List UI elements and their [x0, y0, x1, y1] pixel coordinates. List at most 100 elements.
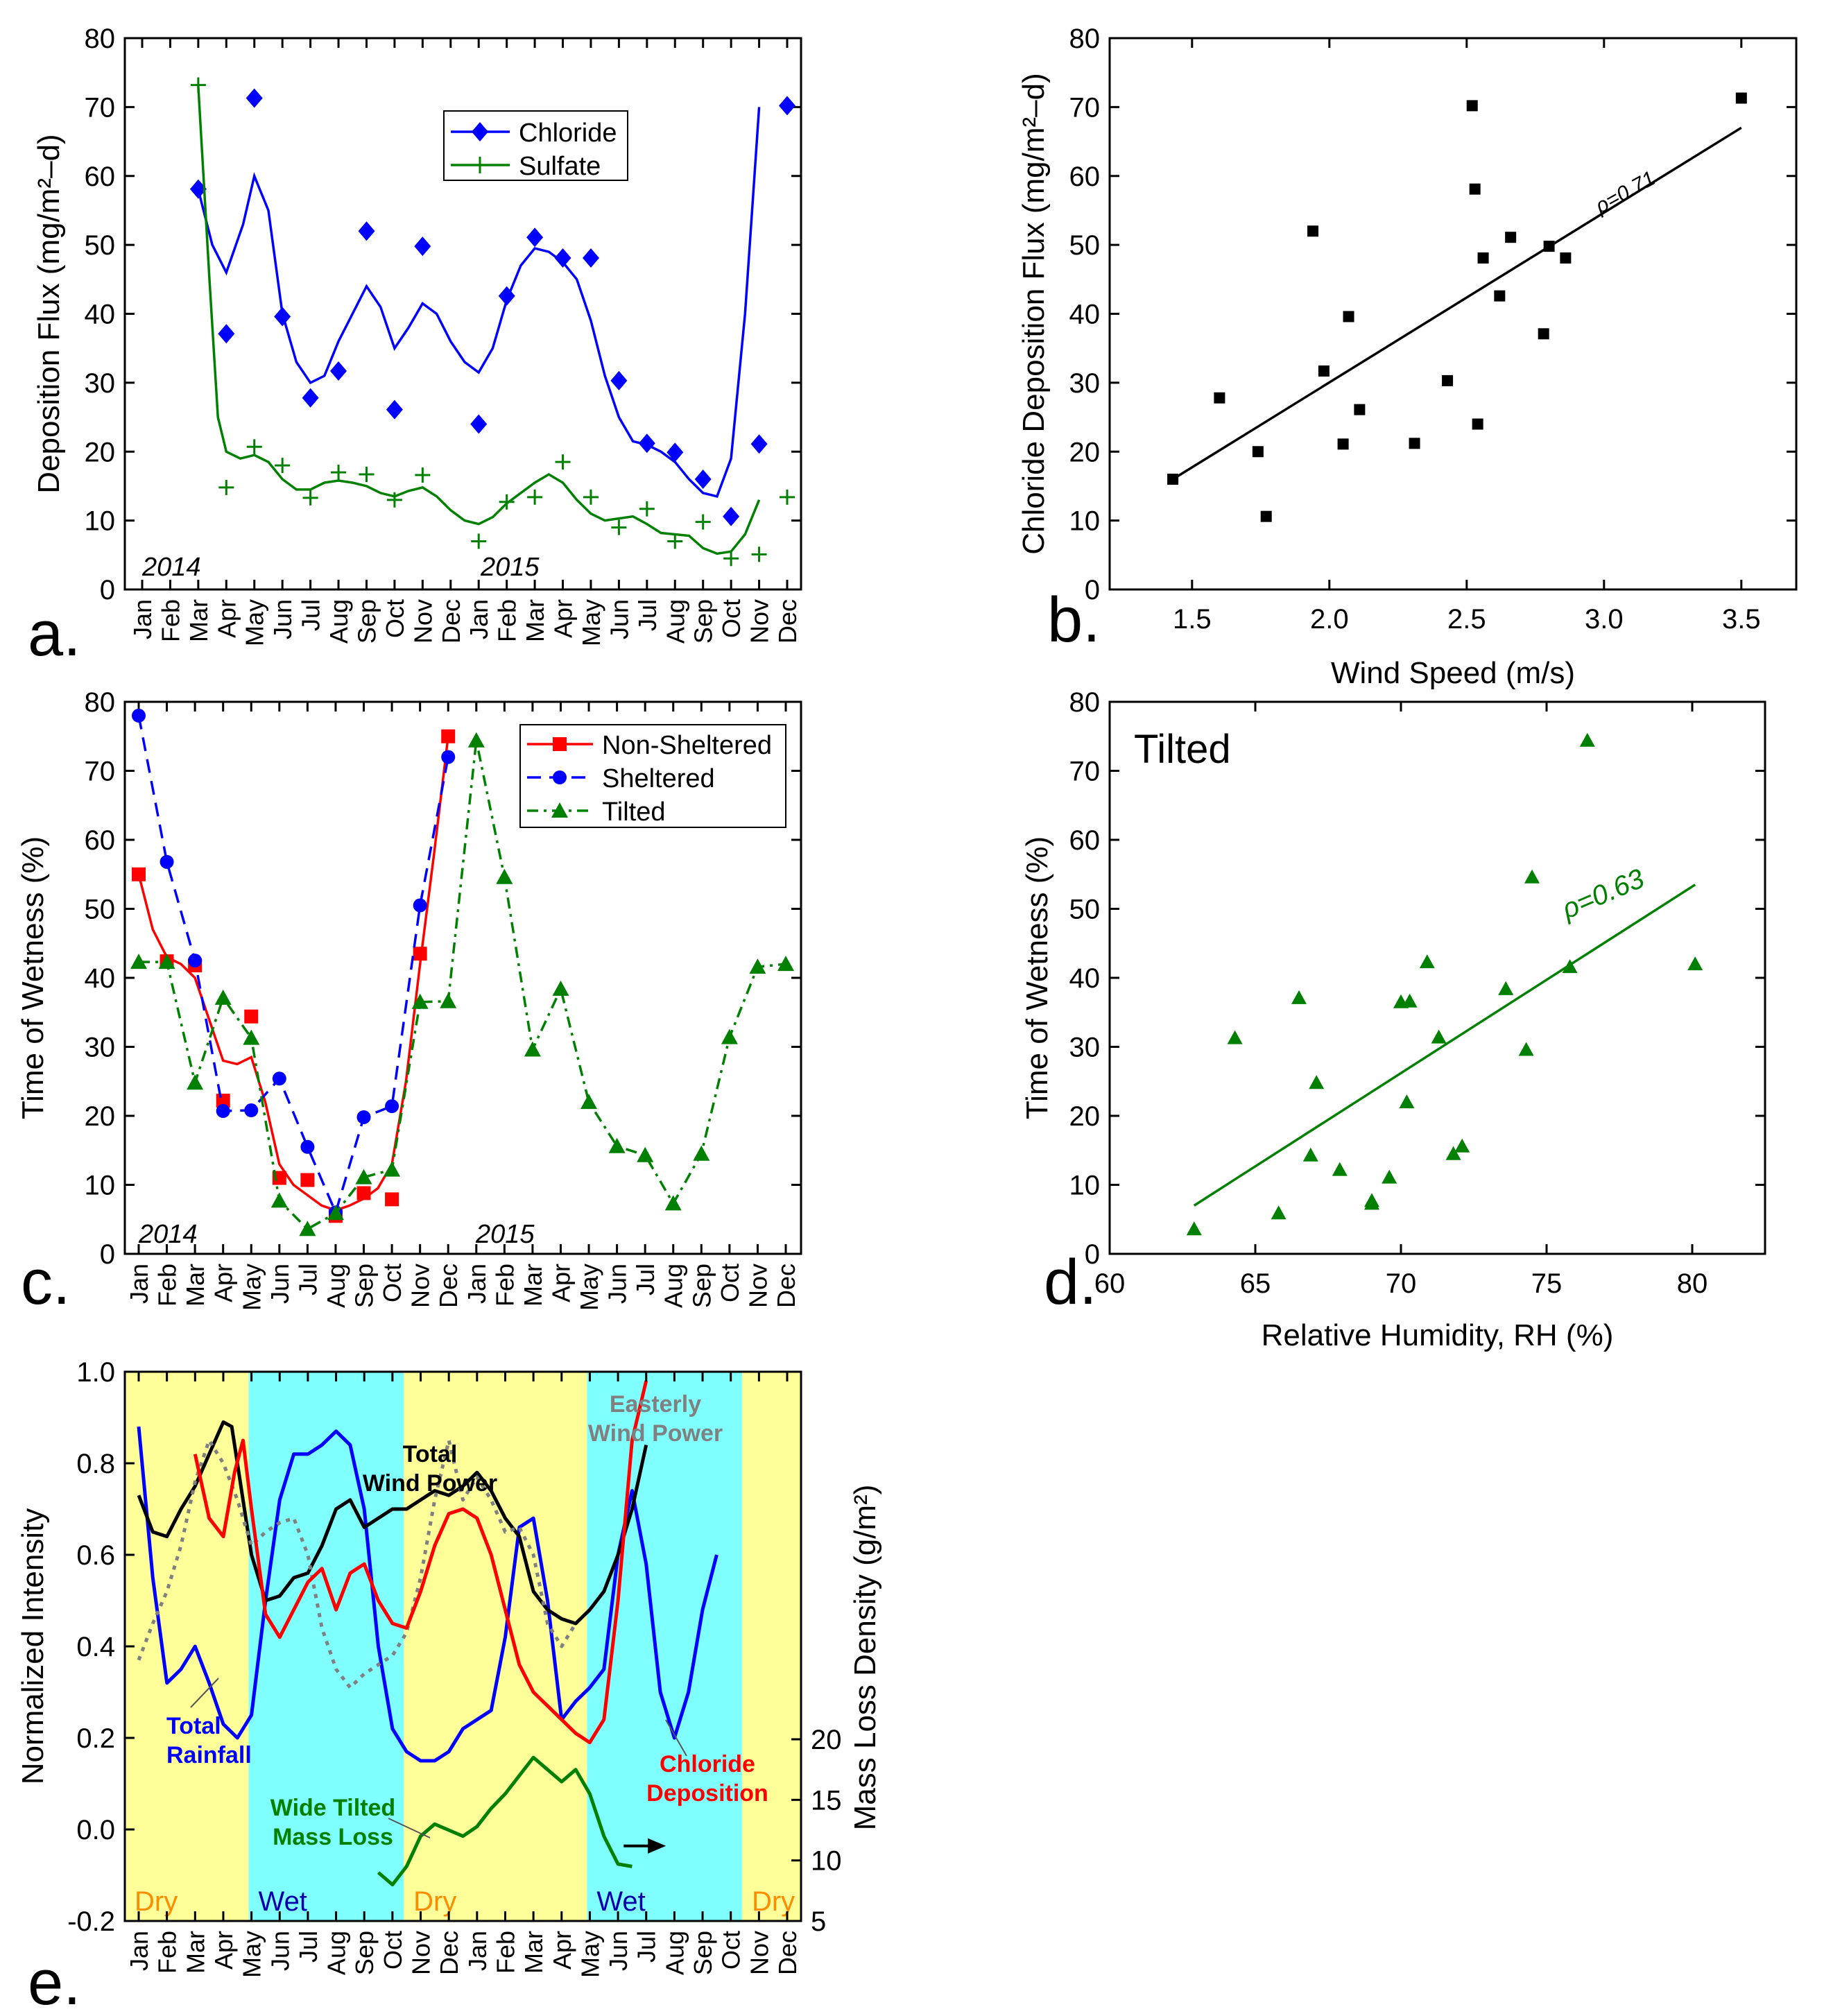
panel-d-ytick-label: 0 [1085, 1239, 1100, 1270]
panel-a-sulfate-point [386, 492, 402, 508]
panel-c-tilted-point [637, 1146, 654, 1162]
panel-e-chloride-deposition-label: Chloride [660, 1751, 755, 1777]
panel-a-legend-marker [472, 157, 488, 173]
panel-c-xtick-label: Oct [716, 1264, 744, 1302]
panel-c-xtick-label: Jan [463, 1264, 491, 1304]
panel-b-fit-line [1172, 126, 1742, 481]
panel-d-point [1687, 956, 1703, 971]
panel-b-ytick-label: 20 [1069, 437, 1101, 467]
panel-e-ylabel: Normalized Intensity [16, 1508, 50, 1785]
panel-e-chloride-deposition-line [193, 1380, 648, 1745]
panel-a-year-mid: 2015 [480, 553, 540, 582]
panel-c-sheltered-line [137, 715, 449, 1216]
panel-e-xtick-label: Jul [633, 1931, 661, 1963]
panel-b-point [1260, 510, 1272, 522]
panel-c-ytick-label: 10 [85, 1171, 116, 1201]
panel-c-xtick-label: Feb [490, 1264, 519, 1307]
panel-e-xtick-label: Jan [125, 1931, 153, 1971]
panel-a-sulfate-point [499, 494, 515, 510]
panel-a-ylabel: Deposition Flux (mg/m²–d) [32, 134, 66, 493]
panel-e-season-band [125, 1372, 249, 1921]
panel-c-tilted-point [411, 993, 429, 1009]
panel-d-xlabel: Relative Humidity, RH (%) [1262, 1318, 1614, 1352]
panel-a-xtick-label: Apr [212, 599, 241, 638]
panel-c-xtick-label: Nov [406, 1264, 435, 1308]
panel-c-sheltered-point [272, 1071, 286, 1086]
panel-e-xtick-label: Jun [266, 1931, 294, 1971]
panel-a-chloride-point [274, 307, 291, 327]
panel-c-xtick-label: Jun [266, 1264, 294, 1304]
panel-a-xtick-label: Oct [717, 599, 746, 638]
panel-c-non-sheltered-point [356, 1186, 371, 1200]
panel-e-y2tick-label: 5 [811, 1906, 826, 1937]
panel-c-xtick-label: Jul [631, 1264, 660, 1295]
panel-e-ytick-label: 0.6 [76, 1540, 115, 1571]
panel-c-year-mid: 2015 [475, 1220, 535, 1249]
panel-e-xtick-label: May [576, 1931, 604, 1978]
panel-d-ytick-label: 70 [1069, 757, 1101, 787]
panel-b-xtick-label: 3.0 [1585, 604, 1624, 635]
panel-a-xtick-label: Sep [352, 599, 381, 644]
panel-e-xtick-label: Apr [548, 1931, 576, 1970]
panel-c-tilted-line [139, 740, 786, 1231]
panel-d-point [1524, 869, 1540, 884]
panel-a-chloride-point [246, 88, 263, 108]
panel-e-wide-tilted-mass-loss-label: Mass Loss [273, 1824, 393, 1850]
panel-c-tilted-point [187, 1074, 204, 1090]
panel-d-ytick-label: 10 [1069, 1171, 1101, 1201]
panel-c-xtick-label: Aug [660, 1264, 688, 1308]
panel-c-tilted-point [355, 1169, 372, 1184]
panel-a-xtick-label: Feb [493, 599, 522, 642]
panel-e-xtick-label: Nov [407, 1931, 436, 1975]
panel-b-point [1505, 232, 1517, 243]
panel-a-xtick-label: Jul [633, 599, 662, 631]
panel-c-ytick-label: 50 [85, 895, 116, 925]
panel-a-ytick-label: 50 [85, 230, 116, 261]
panel-c-xtick-label: Mar [519, 1264, 547, 1307]
panel-d-point [1364, 1193, 1379, 1207]
panel-c-sheltered-point [441, 750, 456, 764]
panel-d-point [1498, 981, 1514, 995]
panel-e-xtick-label: Oct [379, 1931, 407, 1970]
panel-a-chloride-point [666, 442, 684, 463]
panel-a-legend: Chloride Sulfate [443, 110, 628, 181]
panel-c-legend-marker [553, 737, 567, 751]
panel-a-sulfate-point [667, 533, 683, 549]
panel-d-ytick-label: 20 [1069, 1101, 1101, 1132]
panel-b-ytick-label: 50 [1069, 230, 1101, 261]
panel-c-sheltered-point [413, 898, 427, 913]
panel-label-b: b. [1047, 585, 1101, 655]
panel-c-non-sheltered-line [137, 736, 449, 1212]
panel-e-xtick-label: Dec [435, 1931, 463, 1975]
panel-d-point [1579, 732, 1595, 747]
panel-e-season-label: Dry [135, 1886, 178, 1917]
panel-a-chloride-point [302, 388, 319, 408]
panel-d-ytick-label: 60 [1069, 825, 1101, 856]
panel-a-sulfate-point [218, 479, 234, 495]
panel-a-chloride-curve [197, 107, 761, 498]
panel-a-chloride-point [723, 506, 740, 526]
panel-a-chloride-point [386, 399, 403, 420]
panel-c-non-sheltered-point [300, 1173, 315, 1187]
panel-c-xtick-label: Apr [209, 1264, 238, 1302]
panel-c-year-start: 2014 [138, 1220, 198, 1249]
panel-c-sheltered-point [300, 1139, 315, 1154]
panel-a-sulfate-point [246, 439, 262, 455]
panel-e-xtick-label: Aug [322, 1931, 351, 1975]
panel-e-xtick-label: Oct [717, 1931, 746, 1970]
panel-a-sulfate-point [275, 458, 291, 474]
panel-a-sulfate-point [359, 467, 375, 483]
panel-a-sulfate-point [639, 501, 655, 517]
panel-a-xtick-label: Jun [268, 599, 297, 639]
panel-a-xtick-label: Sep [689, 599, 718, 644]
panel-b-xtick-label: 3.5 [1722, 604, 1761, 635]
panel-a-sulfate-point [555, 454, 571, 470]
panel-d-point [1431, 1029, 1447, 1044]
panel-label-e: e. [28, 1947, 81, 2016]
panel-d-annotation: ρ=0.63 [1557, 863, 1649, 925]
panel-c-xtick-label: Jun [603, 1264, 632, 1304]
panel-a-sulfate-curve [197, 86, 761, 555]
panel-d-point [1291, 990, 1307, 1004]
